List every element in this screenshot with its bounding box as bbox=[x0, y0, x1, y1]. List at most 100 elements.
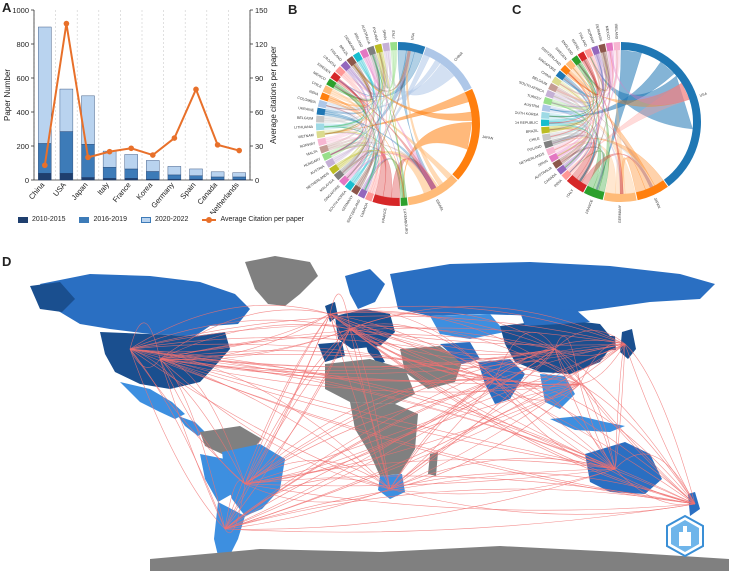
chord-label: CANADA bbox=[360, 202, 369, 218]
chord-arc bbox=[382, 42, 390, 52]
panel-label-d: D bbox=[2, 254, 12, 269]
bar-segment bbox=[81, 144, 95, 178]
chord-arc bbox=[344, 180, 355, 191]
y-axis-label: Paper Number bbox=[3, 69, 12, 121]
chord-arc bbox=[359, 48, 370, 59]
journal-logo bbox=[666, 514, 704, 558]
chord-arc bbox=[390, 42, 398, 51]
collab-link bbox=[389, 468, 616, 495]
legend-line-swatch bbox=[202, 216, 217, 223]
chord-arc bbox=[423, 47, 472, 92]
bar-segment bbox=[146, 171, 160, 180]
citation-point bbox=[193, 86, 199, 93]
bar-segment bbox=[167, 166, 182, 176]
bar-segment bbox=[189, 175, 203, 180]
collab-link bbox=[554, 343, 626, 356]
collab-link bbox=[494, 361, 581, 385]
y2-tick-label: 0 bbox=[255, 176, 259, 185]
y2-tick-label: 90 bbox=[255, 74, 263, 83]
collab-link bbox=[224, 383, 581, 530]
chord-label: BELGIUM bbox=[297, 116, 313, 121]
x-tick-label: USA bbox=[51, 181, 68, 199]
collab-link bbox=[244, 348, 556, 485]
chord-arc bbox=[541, 126, 550, 134]
legend-swatch bbox=[79, 216, 90, 223]
collab-link bbox=[349, 328, 391, 490]
chord-arc bbox=[366, 45, 376, 56]
collab-link bbox=[224, 383, 581, 530]
chord-label: CHILE bbox=[311, 81, 323, 89]
chord-arc bbox=[372, 194, 400, 206]
chord-label: INDIA bbox=[553, 178, 563, 188]
chord-arc bbox=[351, 184, 362, 196]
chord-arc bbox=[571, 55, 582, 66]
chord-label: TURKEY bbox=[527, 93, 543, 101]
collab-link bbox=[159, 358, 226, 530]
chord-arc bbox=[316, 123, 325, 131]
bar-segment bbox=[81, 177, 95, 181]
y2-axis-label: Average citations per paper bbox=[269, 46, 278, 144]
collab-link bbox=[244, 483, 696, 511]
chord-label: MEXICO bbox=[605, 26, 611, 41]
collab-link bbox=[579, 383, 696, 505]
chord-ribbon bbox=[579, 51, 611, 182]
collab-link bbox=[329, 305, 626, 345]
y-tick-label: 0 bbox=[25, 176, 29, 185]
collab-link bbox=[389, 383, 581, 490]
chord-arc bbox=[317, 137, 327, 147]
chord-arc bbox=[552, 159, 563, 169]
chord-label: GERMANY bbox=[618, 204, 622, 223]
chord-label: MALTA bbox=[306, 149, 319, 157]
chord-arc bbox=[591, 45, 600, 56]
collab-link bbox=[614, 453, 696, 505]
collab-link bbox=[349, 328, 696, 505]
bar-segment bbox=[210, 171, 225, 178]
bar-segment bbox=[59, 88, 74, 132]
bar-segment bbox=[81, 95, 95, 145]
chord-arc bbox=[541, 111, 550, 119]
citation-point bbox=[63, 20, 70, 27]
collab-link bbox=[244, 343, 626, 485]
chord-arc bbox=[542, 133, 552, 142]
x-tick-label: China bbox=[27, 180, 47, 201]
chord-ribbon bbox=[346, 54, 381, 179]
chord-arc bbox=[329, 164, 340, 175]
chord-arc bbox=[548, 83, 559, 93]
chord-label: ITALY bbox=[391, 30, 396, 40]
chord-arc bbox=[613, 42, 621, 51]
legend-item-2020-2022: 2020-2022 bbox=[140, 216, 188, 223]
collab-link bbox=[624, 343, 696, 505]
collab-link bbox=[129, 315, 626, 350]
chord-arc bbox=[603, 192, 637, 202]
chord-arc bbox=[452, 88, 480, 180]
chord-label: FRANCE bbox=[381, 207, 387, 223]
collab-link bbox=[224, 468, 616, 530]
collab-link bbox=[159, 327, 626, 360]
country-russia bbox=[390, 262, 715, 316]
y-tick-label: 400 bbox=[16, 108, 29, 117]
collab-link bbox=[129, 348, 616, 470]
chord-arc bbox=[340, 60, 351, 72]
chord-arc bbox=[398, 42, 426, 55]
collab-link bbox=[349, 326, 581, 385]
chord-label: ISRAEL bbox=[571, 38, 581, 51]
chord-label: NORWAY bbox=[299, 141, 316, 149]
collab-link bbox=[129, 348, 161, 368]
chord-arc bbox=[561, 170, 572, 181]
chord-label: DENMARK bbox=[595, 24, 603, 43]
collab-link bbox=[579, 383, 696, 505]
collab-link bbox=[389, 343, 626, 490]
chord-arc bbox=[598, 43, 607, 53]
collab-link bbox=[159, 358, 616, 470]
chord-arc bbox=[565, 59, 576, 70]
collab-link bbox=[129, 348, 496, 382]
collab-link bbox=[244, 459, 616, 485]
chord-label: BELGIUM bbox=[532, 75, 548, 86]
y2-tick-label: 120 bbox=[255, 40, 268, 49]
citation-line bbox=[43, 23, 240, 166]
collab-link bbox=[389, 348, 556, 490]
collab-link bbox=[349, 328, 391, 490]
collab-link bbox=[554, 336, 581, 385]
collab-link bbox=[329, 313, 616, 470]
chord-arc bbox=[335, 66, 346, 77]
